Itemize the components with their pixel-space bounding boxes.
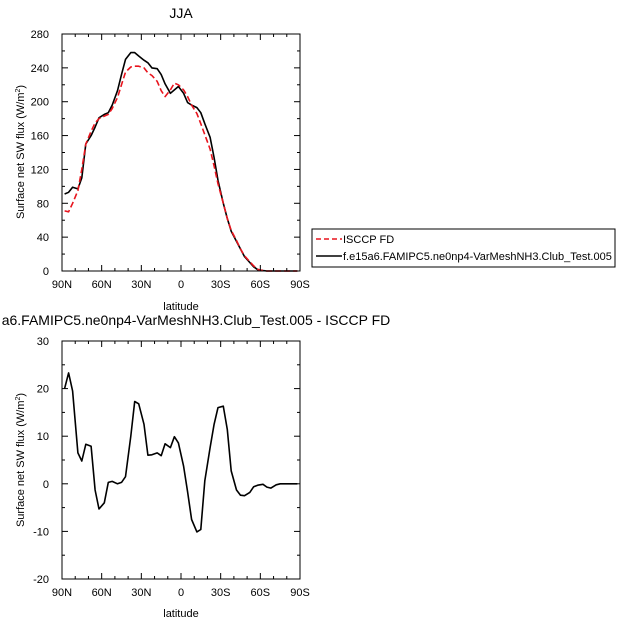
bottom-y-axis-label-main: Surface net SW flux (W/m: [15, 401, 27, 528]
top-series-group: [64, 51, 298, 272]
bottom-series-group: [63, 372, 298, 533]
top-y-tick-label: 120: [31, 164, 49, 176]
bottom-y-tick-label: 20: [37, 384, 49, 396]
top-y-axis-label-main: Surface net SW flux (W/m: [15, 93, 27, 220]
top-plot-frame: [61, 33, 301, 272]
top-x-tick-label: 90N: [52, 279, 72, 291]
top-y-tick-label: 160: [31, 131, 49, 143]
bottom-x-tick-label: 0: [178, 587, 184, 599]
bottom-x-tick-label: 30N: [131, 587, 151, 599]
top-series-line-0: [64, 51, 298, 272]
legend-model-label: f.e15a6.FAMIPC5.ne0np4-VarMeshNH3.Club_T…: [343, 251, 612, 263]
bottom-x-tick-label: 90S: [290, 587, 310, 599]
bottom-series-line-0: [63, 372, 298, 533]
top-y-tick-label: 280: [31, 29, 49, 41]
top-y-tick-label: 0: [43, 266, 49, 278]
top-x-tick-label: 60N: [92, 279, 112, 291]
bottom-chart-title: a6.FAMIPC5.ne0np4-VarMeshNH3.Club_Test.0…: [2, 312, 391, 328]
top-x-tick-label: 60S: [251, 279, 271, 291]
top-y-tick-label: 40: [37, 232, 49, 244]
bottom-y-tick-label: -10: [33, 526, 49, 538]
bottom-y-axis-label: Surface net SW flux (W/m2): [15, 393, 27, 527]
top-y-tick-label: 240: [31, 63, 49, 75]
legend-isccp-label: ISCCP FD: [343, 234, 394, 246]
top-chart-title: JJA: [169, 5, 193, 21]
top-y-axis-label: Surface net SW flux (W/m2): [15, 85, 27, 219]
top-x-tick-label: 90S: [290, 279, 310, 291]
bottom-x-tick-label: 60S: [251, 587, 271, 599]
bottom-y-axis-label-end: ): [15, 393, 27, 397]
bottom-x-tick-label: 60N: [92, 587, 112, 599]
bottom-y-tick-label: 30: [37, 336, 49, 348]
top-y-axis-label-sup: 2: [15, 89, 22, 93]
bottom-plot-area: 90N 60N 30N 0 30S 60S 90S -20 -10 0 10 20 30: [33, 336, 310, 599]
bottom-panel: a6.FAMIPC5.ne0np4-VarMeshNH3.Club_Test.0…: [2, 312, 391, 620]
bottom-y-tick-label: 0: [43, 479, 49, 491]
top-plot-area: 90N 60N 30N 0 30S 60S 90S 0 40 80 120 160 200 240 280: [31, 29, 310, 291]
top-x-axis-label: latitude: [163, 301, 198, 313]
top-x-tick-label: 30N: [131, 279, 151, 291]
top-series-line-1: [64, 65, 298, 272]
bottom-x-axis-label: latitude: [163, 608, 198, 620]
bottom-y-tick-label: -20: [33, 574, 49, 586]
top-y-tick-label: 200: [31, 97, 49, 109]
top-y-tick-label: 80: [37, 198, 49, 210]
legend-box: [311, 228, 616, 268]
bottom-y-tick-label: 10: [37, 431, 49, 443]
top-x-tick-label: 30S: [211, 279, 231, 291]
bottom-x-tick-label: 30S: [211, 587, 231, 599]
legend: ISCCP FD f.e15a6.FAMIPC5.ne0np4-VarMeshN…: [311, 228, 616, 268]
bottom-plot-frame: [61, 340, 301, 580]
top-axis-ticks: 90N 60N 30N 0 30S 60S 90S 0 40 80 120 160 200 240 280: [31, 29, 310, 291]
top-panel: JJA 90N 60N 30N 0 30S 60S 90S 0 40 80 120 160 200 240…: [15, 5, 310, 313]
top-x-tick-label: 0: [178, 279, 184, 291]
bottom-y-axis-label-sup: 2: [15, 397, 22, 401]
top-y-axis-label-end: ): [15, 85, 27, 89]
bottom-x-tick-label: 90N: [52, 587, 72, 599]
bottom-axis-ticks: 90N 60N 30N 0 30S 60S 90S -20 -10 0 10 20 30: [33, 336, 310, 599]
